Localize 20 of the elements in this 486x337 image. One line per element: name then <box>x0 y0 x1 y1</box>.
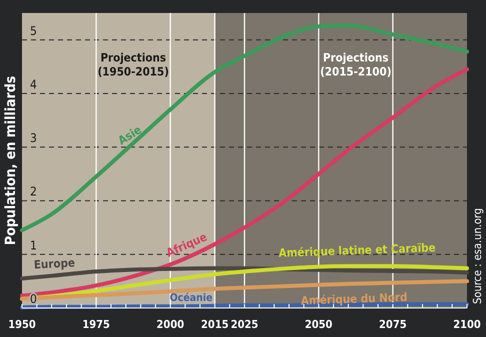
source-note: Source : esa.un.org <box>471 208 484 304</box>
x-tick-label: 2000 <box>156 318 184 331</box>
x-tick-label: 2025 <box>230 318 258 331</box>
x-tick-label: 2100 <box>453 318 481 331</box>
band-label: Projections (2015-2100) <box>320 50 392 78</box>
x-tick-label: 2075 <box>379 318 407 331</box>
y-tick-label: 3 <box>30 131 37 146</box>
series-label: Europe <box>34 255 76 272</box>
y-tick-label: 1 <box>30 238 37 252</box>
band-label: Projections (1950-2015) <box>98 50 169 78</box>
y-tick-label: 5 <box>30 24 37 38</box>
x-tick-label: 2015 <box>201 318 229 331</box>
y-axis-title: Population, en milliards <box>3 76 19 246</box>
x-tick-label: 1950 <box>8 318 36 331</box>
y-tick-label: 2 <box>30 184 37 199</box>
x-tick-label: 1975 <box>82 318 110 331</box>
x-tick-label: 2050 <box>304 318 333 331</box>
y-tick-label: 4 <box>30 77 37 92</box>
text: Asie <box>115 122 144 148</box>
y-tick-label: 0 <box>30 292 37 306</box>
